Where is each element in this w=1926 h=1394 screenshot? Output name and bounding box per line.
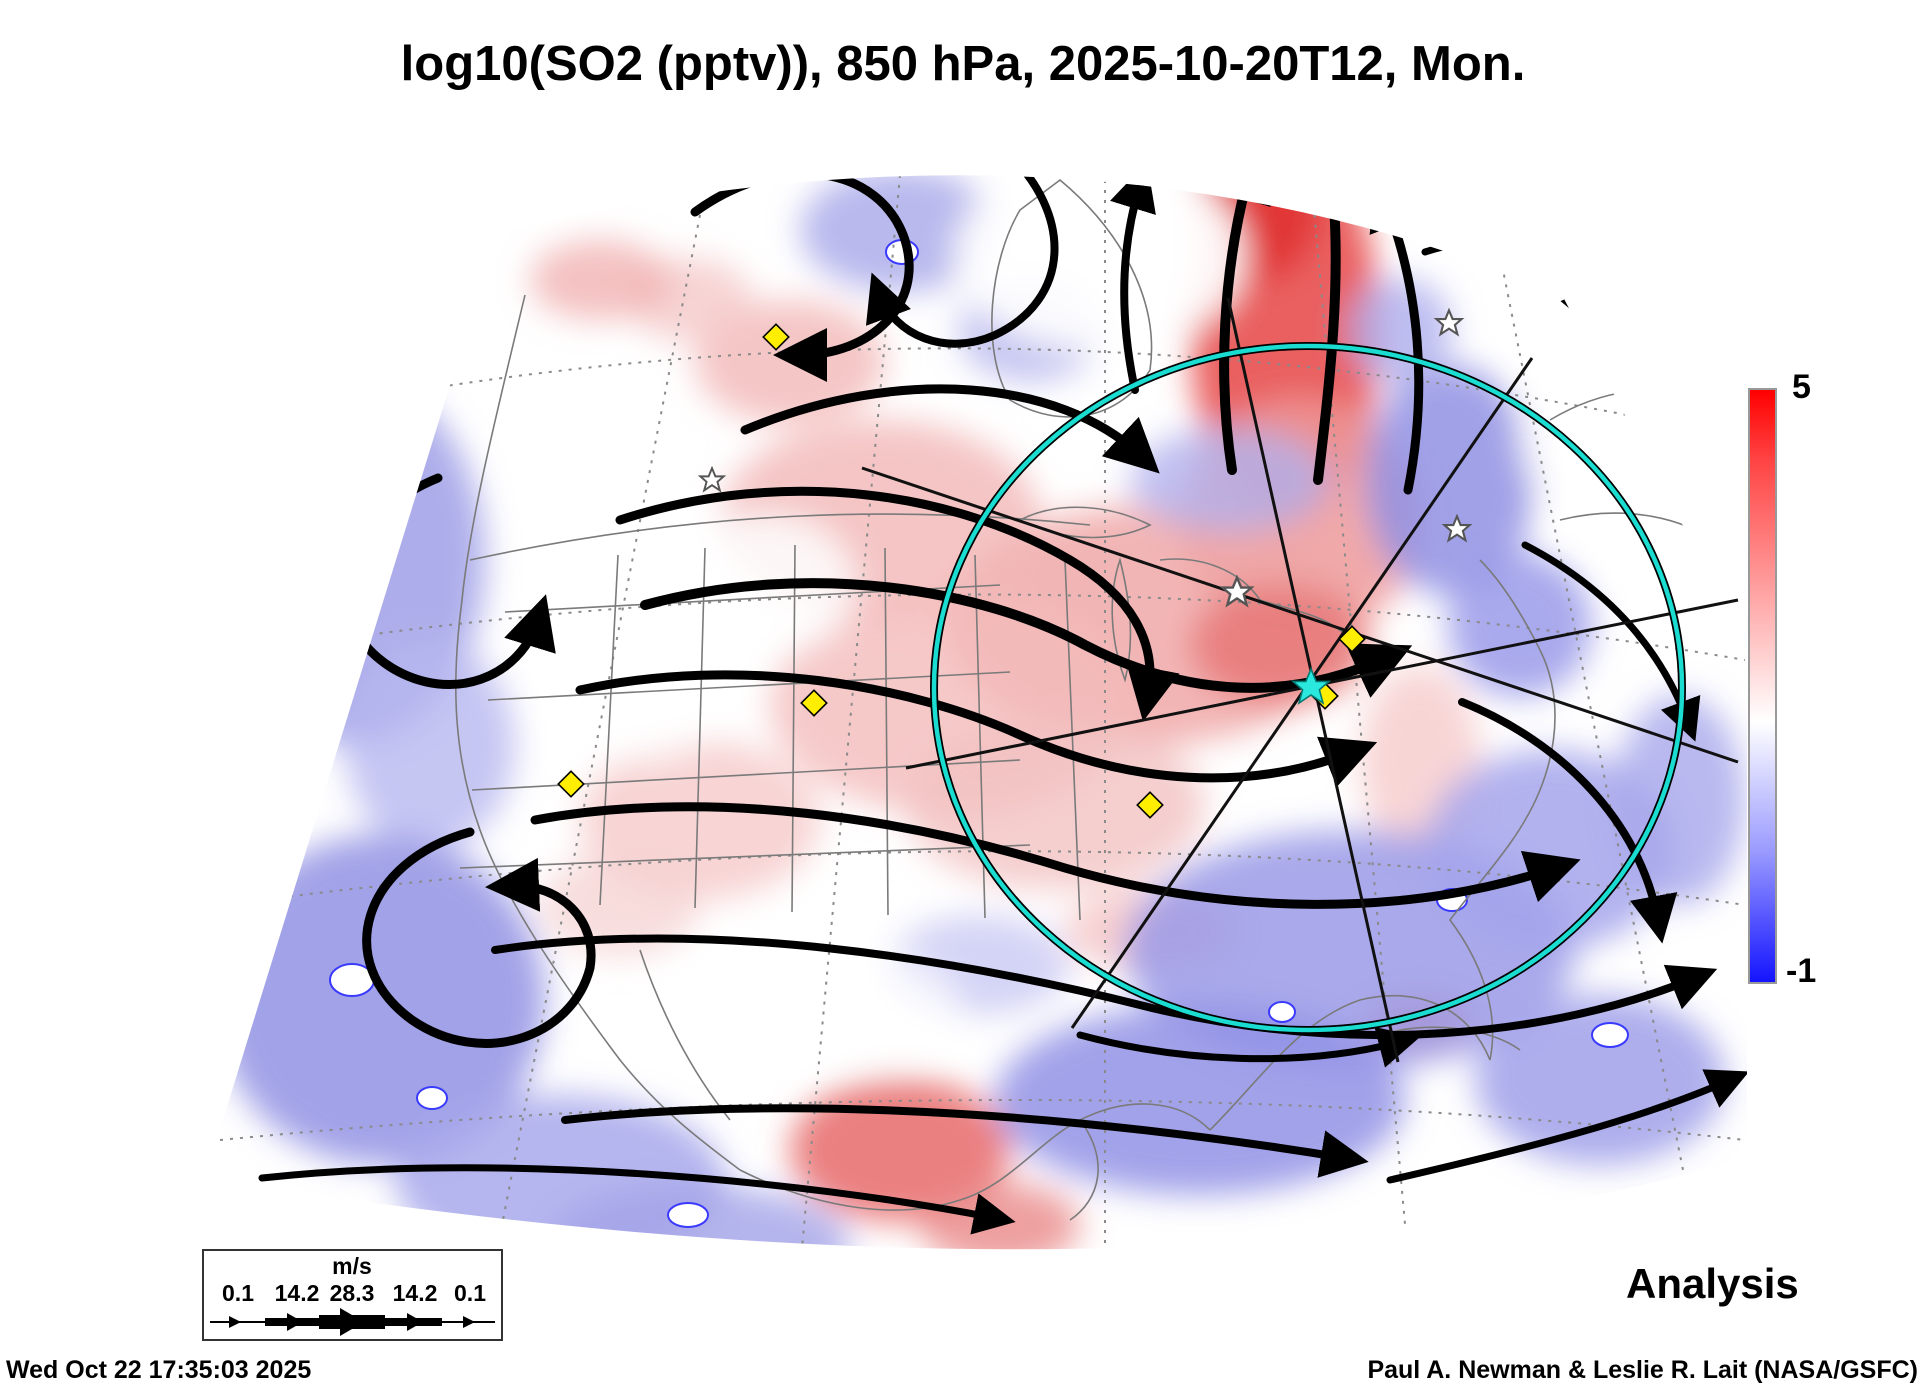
wind-streamlines (258, 175, 1747, 1250)
geography-borders (455, 178, 1721, 1221)
wind-scale-arrow-glyph (210, 1308, 495, 1336)
range-ring (930, 342, 1686, 1034)
wind-legend-units-label: m/s (332, 1253, 372, 1279)
colorbar-min-label: -1 (1786, 952, 1817, 990)
page-title: log10(SO2 (pptv)), 850 hPa, 2025-10-20T1… (400, 37, 1526, 91)
generation-timestamp: Wed Oct 22 17:35:03 2025 (6, 1356, 312, 1384)
center-star-marker (1290, 666, 1332, 705)
wind-legend-tick: 0.1 (454, 1280, 486, 1306)
wind-legend-tick: 0.1 (222, 1280, 254, 1306)
wind-legend-tick: 14.2 (392, 1280, 438, 1306)
credit-text: Paul A. Newman & Leslie R. Lait (NASA/GS… (1367, 1356, 1918, 1384)
colorbar (1748, 388, 1777, 984)
wind-legend-tick: 28.3 (329, 1280, 375, 1306)
wind-speed-legend: m/s 0.1 14.2 28.3 14.2 0.1 (202, 1249, 503, 1341)
site-markers (557, 323, 1366, 819)
wind-legend-tick: 14.2 (274, 1280, 320, 1306)
analysis-label: Analysis (1626, 1260, 1799, 1307)
colorbar-max-label: 5 (1792, 368, 1811, 406)
city-star-markers (697, 307, 1473, 608)
